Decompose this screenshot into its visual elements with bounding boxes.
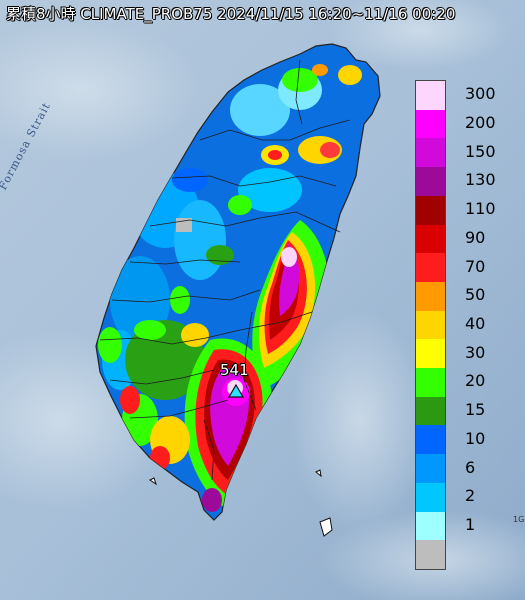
legend-swatch: [416, 138, 445, 168]
legend-swatch: [416, 482, 445, 512]
legend-swatch: [416, 81, 445, 110]
legend-swatch: [416, 368, 445, 397]
legend-swatch: [416, 339, 445, 369]
legend-label: 30: [465, 342, 486, 362]
taiwan-island: [95, 43, 381, 521]
legend-swatch: [416, 195, 445, 225]
legend-label: 130: [465, 170, 496, 190]
legend-swatch: [416, 396, 445, 426]
legend-label: 90: [465, 227, 486, 247]
rainfall-legend: 300 200 150 130 110 90 70 50 40 30 20 15 10 6 2 1: [415, 80, 510, 570]
legend-color-bar: [415, 80, 446, 570]
legend-swatch: [416, 454, 445, 483]
legend-label: 70: [465, 256, 486, 276]
legend-label: 6: [465, 457, 476, 477]
legend-label: 20: [465, 371, 486, 391]
legend-label: 1: [465, 514, 476, 534]
legend-swatch: [416, 425, 445, 455]
legend-swatch: [416, 224, 445, 254]
legend-label: 50: [465, 285, 486, 305]
legend-label: 10: [465, 428, 486, 448]
legend-label: 200: [465, 113, 496, 133]
edge-label: 1G: [513, 515, 525, 524]
legend-swatch: [416, 511, 445, 541]
legend-label: 2: [465, 486, 476, 506]
legend-swatch: [416, 310, 445, 340]
legend-swatch: [416, 253, 445, 282]
legend-swatch: [416, 540, 445, 569]
triangle-marker-icon: [227, 383, 245, 398]
legend-label: 300: [465, 84, 496, 104]
legend-swatch: [416, 281, 445, 311]
map-title: 累積8小時 CLIMATE_PROB75 2024/11/15 16:20~11…: [6, 5, 456, 23]
legend-swatch: [416, 167, 445, 196]
county-boundaries: [99, 59, 351, 481]
legend-swatch: [416, 109, 445, 139]
legend-label: 40: [465, 314, 486, 333]
peak-value-label: 541: [220, 361, 249, 379]
legend-label: 15: [465, 400, 486, 420]
legend-label: 150: [465, 141, 496, 161]
legend-label: 110: [465, 199, 496, 219]
